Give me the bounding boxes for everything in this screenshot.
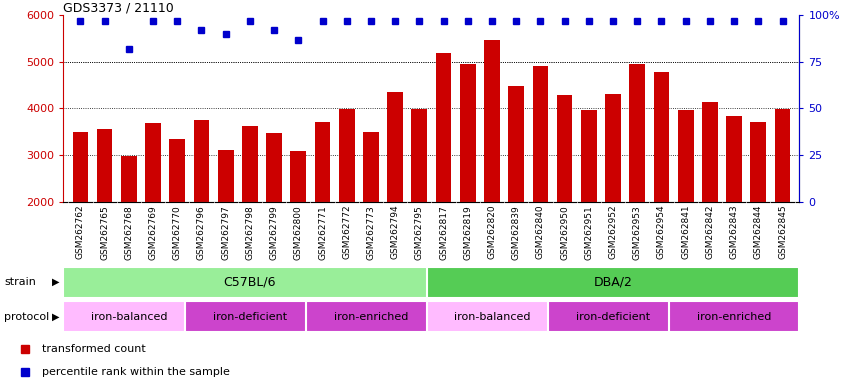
Bar <box>121 156 137 295</box>
Bar <box>305 301 437 333</box>
Text: GSM262798: GSM262798 <box>245 205 255 260</box>
Text: GSM262817: GSM262817 <box>439 205 448 260</box>
Bar <box>460 64 475 295</box>
Text: GSM262951: GSM262951 <box>585 205 593 260</box>
Bar <box>532 66 548 295</box>
Text: GSM262841: GSM262841 <box>681 205 690 260</box>
Text: DBA/2: DBA/2 <box>594 276 633 289</box>
Text: GDS3373 / 21110: GDS3373 / 21110 <box>63 1 174 14</box>
Text: GSM262770: GSM262770 <box>173 205 182 260</box>
Bar <box>63 267 437 298</box>
Bar <box>217 150 233 295</box>
Bar <box>184 301 316 333</box>
Text: GSM262844: GSM262844 <box>754 205 763 259</box>
Text: GSM262768: GSM262768 <box>124 205 134 260</box>
Text: GSM262796: GSM262796 <box>197 205 206 260</box>
Text: GSM262762: GSM262762 <box>76 205 85 260</box>
Text: GSM262772: GSM262772 <box>343 205 351 260</box>
Bar <box>581 110 596 295</box>
Text: iron-deficient: iron-deficient <box>213 312 287 322</box>
Text: ▶: ▶ <box>52 277 59 287</box>
Text: transformed count: transformed count <box>42 344 146 354</box>
Bar <box>436 53 452 295</box>
Text: GSM262953: GSM262953 <box>633 205 642 260</box>
Text: GSM262800: GSM262800 <box>294 205 303 260</box>
Text: C57BL/6: C57BL/6 <box>223 276 276 289</box>
Text: iron-balanced: iron-balanced <box>453 312 530 322</box>
Text: ▶: ▶ <box>52 312 59 322</box>
Bar <box>775 109 790 295</box>
Text: GSM262820: GSM262820 <box>487 205 497 260</box>
Bar <box>315 121 331 295</box>
Text: GSM262840: GSM262840 <box>536 205 545 260</box>
Bar <box>668 301 799 333</box>
Text: percentile rank within the sample: percentile rank within the sample <box>42 366 230 377</box>
Text: protocol: protocol <box>4 312 49 322</box>
Bar <box>750 122 766 295</box>
Text: GSM262843: GSM262843 <box>729 205 739 260</box>
Bar <box>146 123 161 295</box>
Bar <box>169 139 185 295</box>
Bar <box>702 103 717 295</box>
Bar <box>194 120 209 295</box>
Bar <box>387 92 403 295</box>
Text: GSM262797: GSM262797 <box>221 205 230 260</box>
Text: GSM262819: GSM262819 <box>464 205 472 260</box>
Text: GSM262765: GSM262765 <box>100 205 109 260</box>
Text: GSM262839: GSM262839 <box>512 205 520 260</box>
Text: iron-enriched: iron-enriched <box>697 312 772 322</box>
Bar <box>339 109 354 295</box>
Bar <box>508 86 524 295</box>
Text: GSM262771: GSM262771 <box>318 205 327 260</box>
Bar <box>426 301 558 333</box>
Text: GSM262952: GSM262952 <box>608 205 618 260</box>
Text: GSM262794: GSM262794 <box>391 205 399 260</box>
Text: GSM262950: GSM262950 <box>560 205 569 260</box>
Bar <box>629 64 645 295</box>
Bar <box>678 110 694 295</box>
Text: strain: strain <box>4 277 36 287</box>
Text: iron-enriched: iron-enriched <box>333 312 408 322</box>
Bar <box>654 72 669 295</box>
Bar <box>363 132 379 295</box>
Text: GSM262842: GSM262842 <box>706 205 714 259</box>
Bar <box>426 267 799 298</box>
Bar <box>605 94 621 295</box>
Text: iron-balanced: iron-balanced <box>91 312 167 322</box>
Text: GSM262845: GSM262845 <box>778 205 787 260</box>
Bar <box>266 133 282 295</box>
Text: GSM262799: GSM262799 <box>270 205 278 260</box>
Bar <box>73 132 88 295</box>
Text: GSM262954: GSM262954 <box>657 205 666 260</box>
Bar <box>96 129 113 295</box>
Text: iron-deficient: iron-deficient <box>576 312 650 322</box>
Bar <box>557 94 573 295</box>
Bar <box>726 116 742 295</box>
Bar <box>484 40 500 295</box>
Bar <box>290 151 306 295</box>
Text: GSM262773: GSM262773 <box>366 205 376 260</box>
Bar <box>63 301 195 333</box>
Text: GSM262795: GSM262795 <box>415 205 424 260</box>
Bar <box>411 109 427 295</box>
Bar <box>547 301 678 333</box>
Text: GSM262769: GSM262769 <box>149 205 157 260</box>
Bar <box>242 126 258 295</box>
